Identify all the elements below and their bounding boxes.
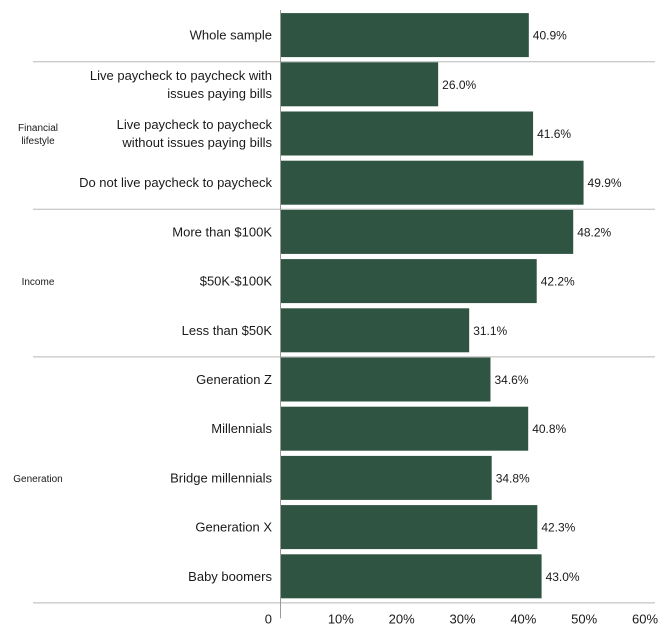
x-tick-label-4: 40% [510,611,536,626]
bar-3-4 [280,554,542,599]
x-tick-label-2: 20% [389,611,415,626]
bar-1-2 [280,160,584,205]
value-label-3-4: 43.0% [546,570,580,584]
bar-3-0 [280,357,491,402]
value-label-3-0: 34.6% [494,373,528,387]
value-label-1-2: 49.9% [588,176,622,190]
category-label-1-1: Live paycheck to paycheck without issues … [117,117,273,150]
x-tick-label-3: 30% [449,611,475,626]
category-label-2-1: $50K-$100K [200,274,273,289]
value-label-3-3: 42.3% [541,521,575,535]
value-label-3-2: 34.8% [496,471,530,485]
x-tick-label-0: 0 [265,611,272,626]
bar-2-1 [280,259,537,304]
bar-2-2 [280,308,470,353]
value-label-2-2: 31.1% [473,324,507,338]
category-label-1-2: Do not live paycheck to paycheck [79,175,272,190]
x-tick-label-1: 10% [328,611,354,626]
value-label-2-0: 48.2% [577,225,611,239]
group-label-1: Financial lifestyle [18,123,58,147]
category-label-3-0: Generation Z [196,372,272,387]
bar-1-0 [280,62,439,107]
bar-3-1 [280,406,529,451]
category-label-3-3: Generation X [195,520,272,535]
category-label-3-4: Baby boomers [188,569,272,584]
group-label-2: Income [22,277,55,288]
value-label-2-1: 42.2% [541,275,575,289]
category-label-3-2: Bridge millennials [170,470,272,485]
value-label-1-1: 41.6% [537,127,571,141]
value-label-1-0: 26.0% [442,78,476,92]
bar-2-0 [280,209,574,254]
bar-1-1 [280,111,534,156]
value-label-3-1: 40.8% [532,422,566,436]
x-tick-label-6: 60% [632,611,658,626]
category-label-2-2: Less than $50K [182,323,273,338]
category-label-3-1: Millennials [211,421,272,436]
category-label-1-0: Live paycheck to paycheck with issues pay… [90,68,273,101]
x-tick-label-5: 50% [571,611,597,626]
category-label-0-0: Whole sample [190,28,272,43]
value-label-0-0: 40.9% [533,29,567,43]
bar-3-2 [280,455,492,500]
bar-3-3 [280,505,538,550]
group-label-3: Generation [13,474,62,485]
category-label-2-0: More than $100K [172,224,272,239]
bar-0-0 [280,13,529,58]
